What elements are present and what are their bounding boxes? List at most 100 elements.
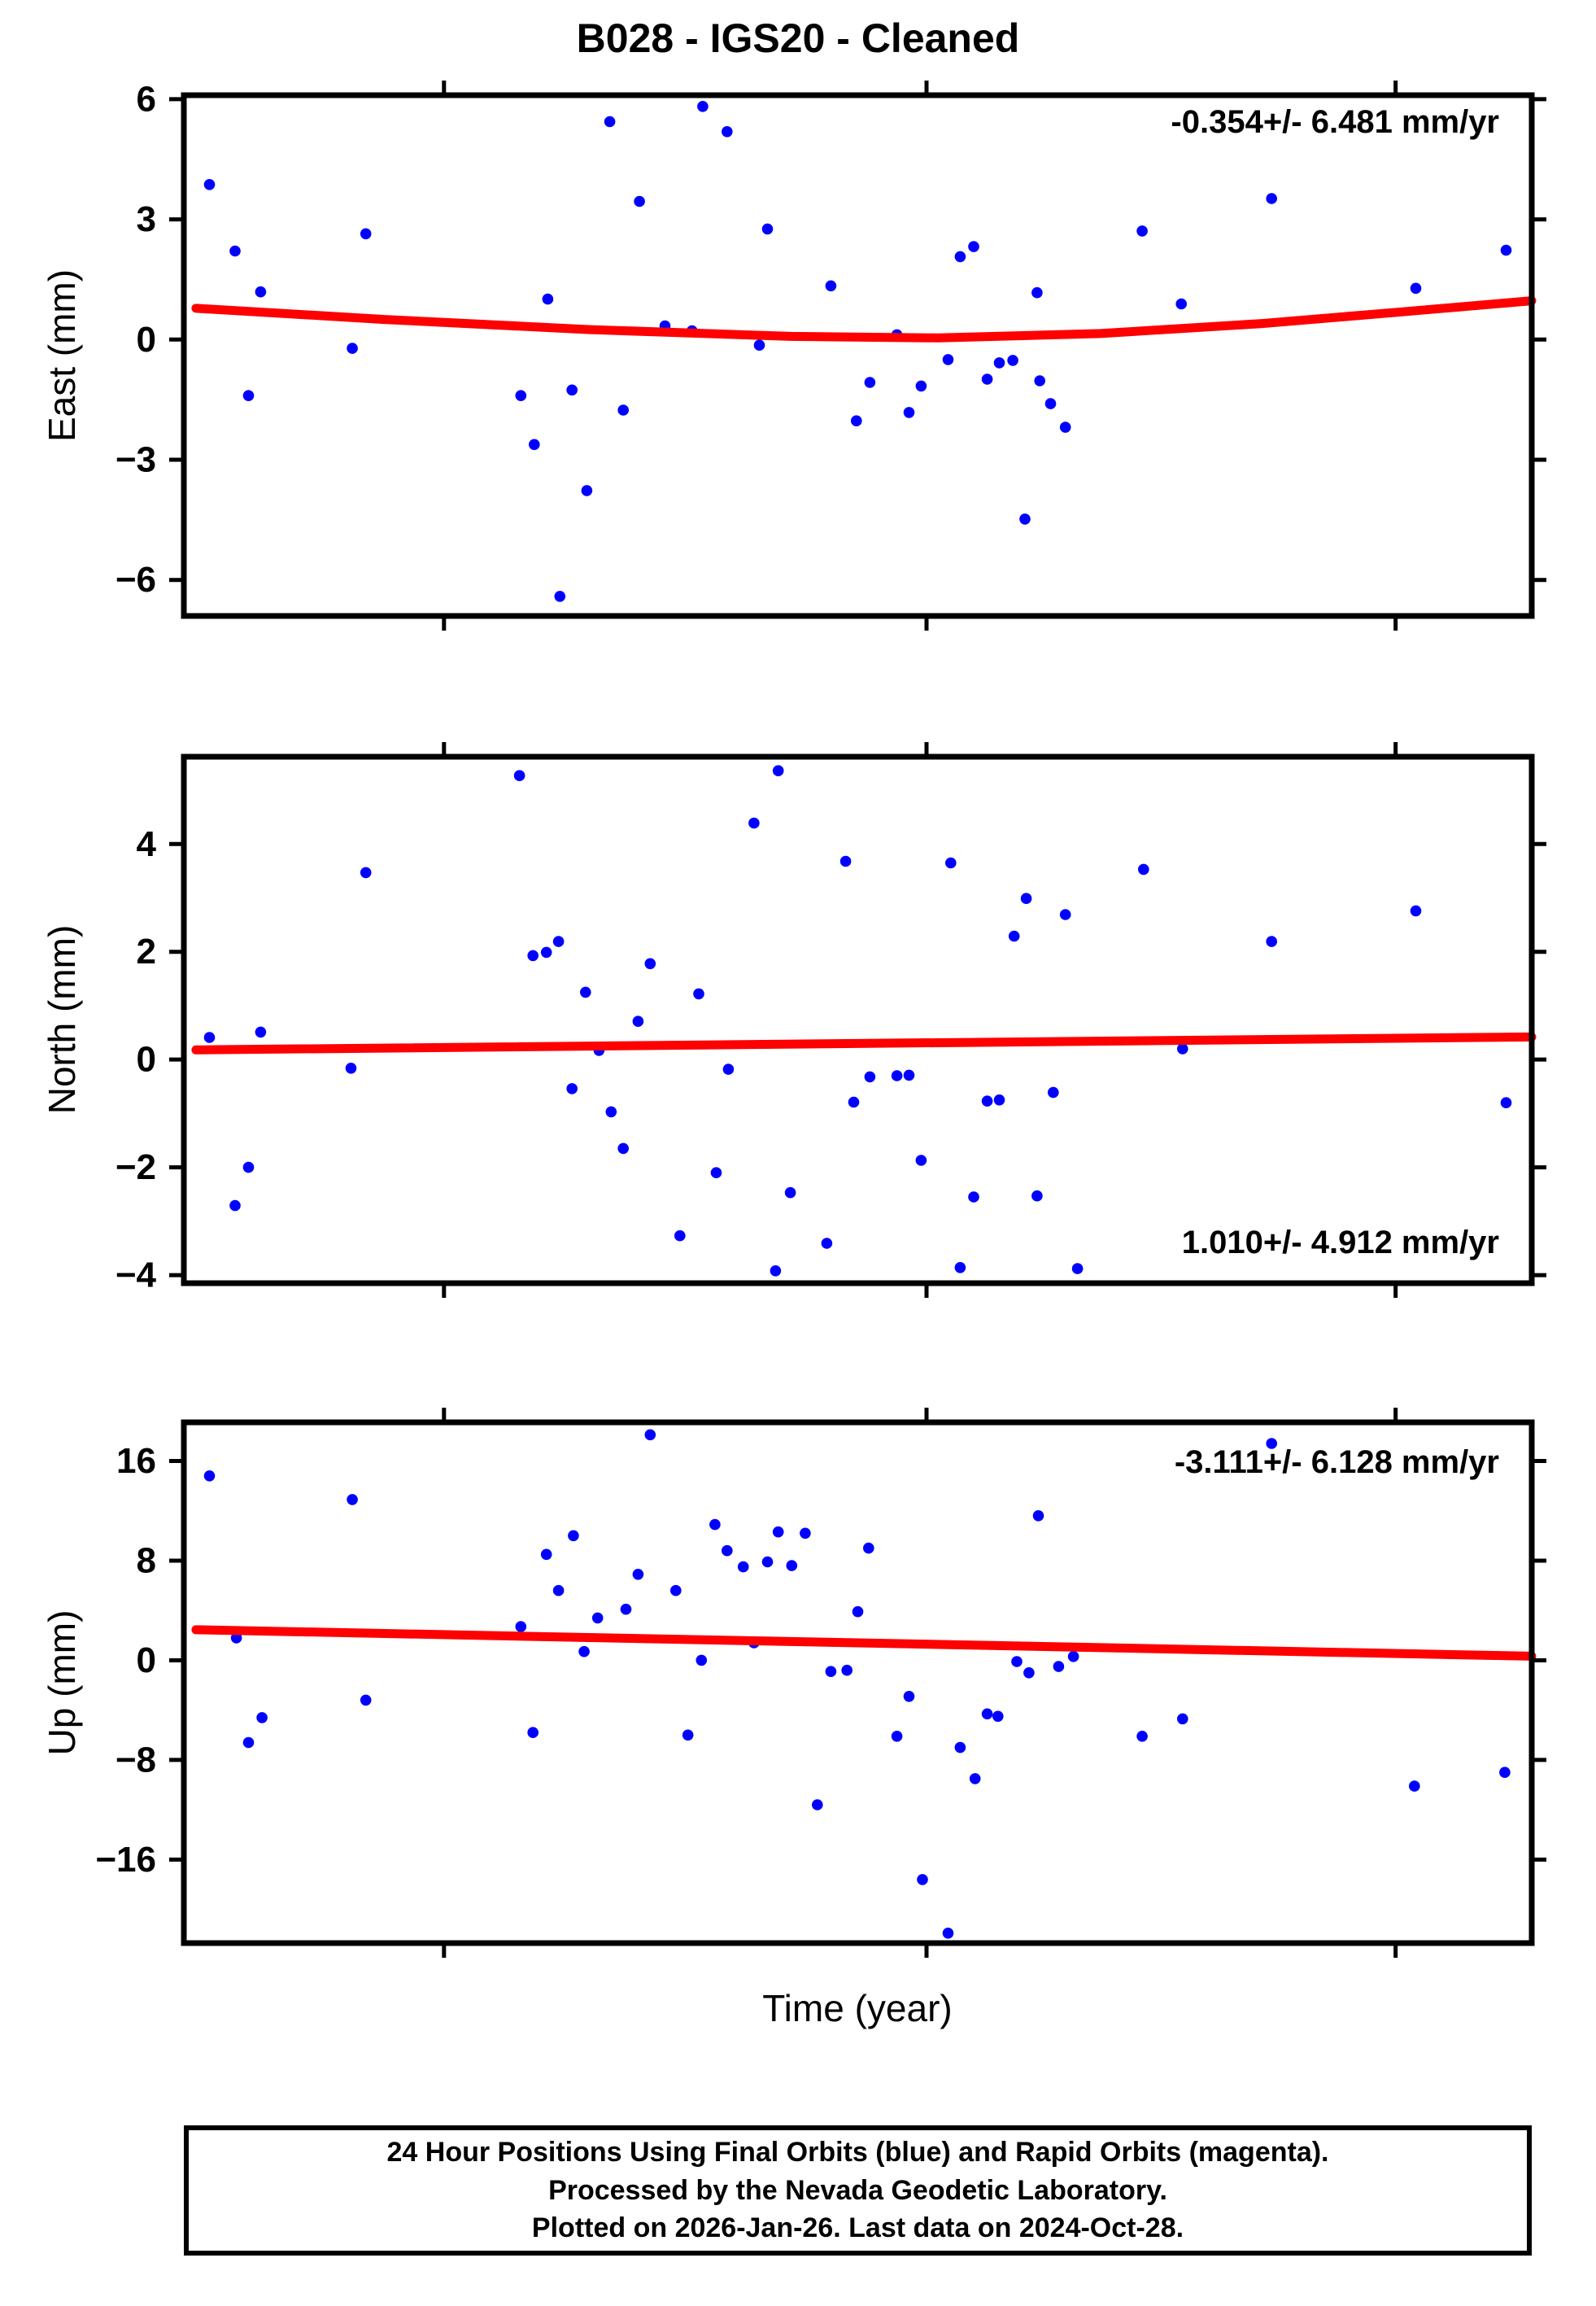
data-point	[617, 404, 629, 416]
data-point	[229, 1199, 241, 1212]
data-point	[513, 770, 525, 781]
data-point	[903, 1691, 915, 1702]
data-point	[1409, 1780, 1420, 1792]
data-point	[1034, 375, 1045, 387]
y-tick-label: 16	[116, 1441, 156, 1481]
data-point	[891, 1070, 903, 1081]
panel-north: 4 2 0 −2 −4	[116, 742, 1546, 1298]
data-point	[1044, 398, 1057, 409]
data-point	[203, 1470, 216, 1482]
data-point	[605, 1106, 617, 1118]
data-point	[981, 1708, 993, 1720]
data-point	[620, 1603, 632, 1615]
data-point	[1007, 355, 1018, 366]
data-point	[864, 377, 876, 388]
data-point	[784, 1186, 796, 1199]
panel-frame	[181, 753, 1535, 1286]
data-point	[1266, 193, 1277, 204]
data-point	[1059, 421, 1071, 433]
data-point	[255, 286, 267, 298]
data-point	[891, 1731, 903, 1742]
panel-frame	[181, 92, 1535, 619]
data-point	[242, 1161, 255, 1173]
data-point	[1023, 1667, 1035, 1679]
panel-up: 16 8 0 −8 −16	[95, 1408, 1546, 1958]
data-point	[527, 1727, 539, 1738]
data-point	[737, 1561, 749, 1573]
data-point	[1500, 244, 1512, 256]
data-point	[722, 126, 733, 138]
data-point	[542, 293, 554, 305]
footer-line-2: Processed by the Nevada Geodetic Laborat…	[548, 2174, 1167, 2206]
data-point	[839, 855, 852, 867]
data-point	[993, 357, 1005, 369]
y-tick-label: 2	[137, 932, 156, 972]
y-tick-label: −2	[116, 1147, 156, 1187]
y-tick-label: 8	[137, 1540, 156, 1580]
data-point	[527, 950, 539, 962]
data-point	[753, 339, 765, 352]
data-point	[568, 1530, 579, 1542]
data-point	[1011, 1656, 1023, 1667]
data-point	[903, 1069, 915, 1081]
data-point	[256, 1712, 268, 1723]
data-point	[800, 1527, 811, 1540]
data-point	[1032, 1510, 1044, 1522]
data-point	[954, 1741, 966, 1754]
data-point	[347, 1494, 358, 1505]
data-point	[1136, 1731, 1148, 1742]
y-tick-label: −8	[116, 1740, 156, 1780]
data-point	[748, 817, 760, 829]
data-point	[1019, 513, 1031, 525]
data-point	[942, 354, 954, 365]
data-point	[992, 1710, 1004, 1723]
data-point	[581, 485, 593, 496]
data-point	[696, 1654, 708, 1666]
data-point	[682, 1729, 694, 1741]
data-point	[540, 1548, 552, 1561]
data-point	[1410, 282, 1422, 295]
panel-east: 6 3 0 −3 −6	[116, 79, 1546, 631]
data-point	[1266, 936, 1277, 947]
y-tick-label: 0	[137, 1040, 156, 1080]
data-point	[230, 1632, 242, 1644]
data-point	[1059, 909, 1071, 920]
y-tick-label: 0	[137, 320, 156, 360]
data-point	[841, 1664, 853, 1676]
data-point	[1031, 1190, 1043, 1202]
trend-line	[191, 1032, 1537, 1055]
data-point	[1410, 905, 1422, 917]
data-point	[981, 1095, 993, 1107]
data-point	[945, 857, 957, 869]
data-points	[203, 101, 1512, 602]
data-point	[1071, 1263, 1084, 1274]
data-point	[632, 1015, 644, 1027]
data-point	[255, 1026, 267, 1038]
y-tick-label: −4	[116, 1256, 157, 1295]
data-point	[242, 390, 255, 402]
data-point	[1048, 1086, 1059, 1098]
data-point	[360, 228, 372, 240]
footer-note-box: 24 Hour Positions Using Final Orbits (bl…	[184, 2125, 1532, 2256]
data-point	[1177, 1713, 1188, 1725]
data-point	[697, 101, 709, 112]
data-point	[954, 1262, 966, 1273]
data-point	[617, 1142, 629, 1155]
data-point	[674, 1229, 686, 1242]
footer-line-1: 24 Hour Positions Using Final Orbits (bl…	[386, 2136, 1329, 2168]
data-point	[1053, 1661, 1065, 1672]
data-point	[540, 946, 552, 959]
y-tick-label: 6	[137, 79, 156, 119]
data-point	[1138, 863, 1149, 876]
data-point	[1067, 1651, 1079, 1662]
data-point	[915, 380, 927, 392]
data-point	[360, 867, 372, 879]
y-tick-label: 0	[137, 1640, 156, 1680]
data-point	[1031, 286, 1043, 299]
trend-annotation-east: -0.354+/- 6.481 mm/yr	[1171, 104, 1499, 140]
data-point	[242, 1736, 255, 1749]
y-tick-label: −16	[95, 1840, 156, 1880]
data-point	[722, 1063, 735, 1075]
data-point	[1136, 225, 1148, 237]
